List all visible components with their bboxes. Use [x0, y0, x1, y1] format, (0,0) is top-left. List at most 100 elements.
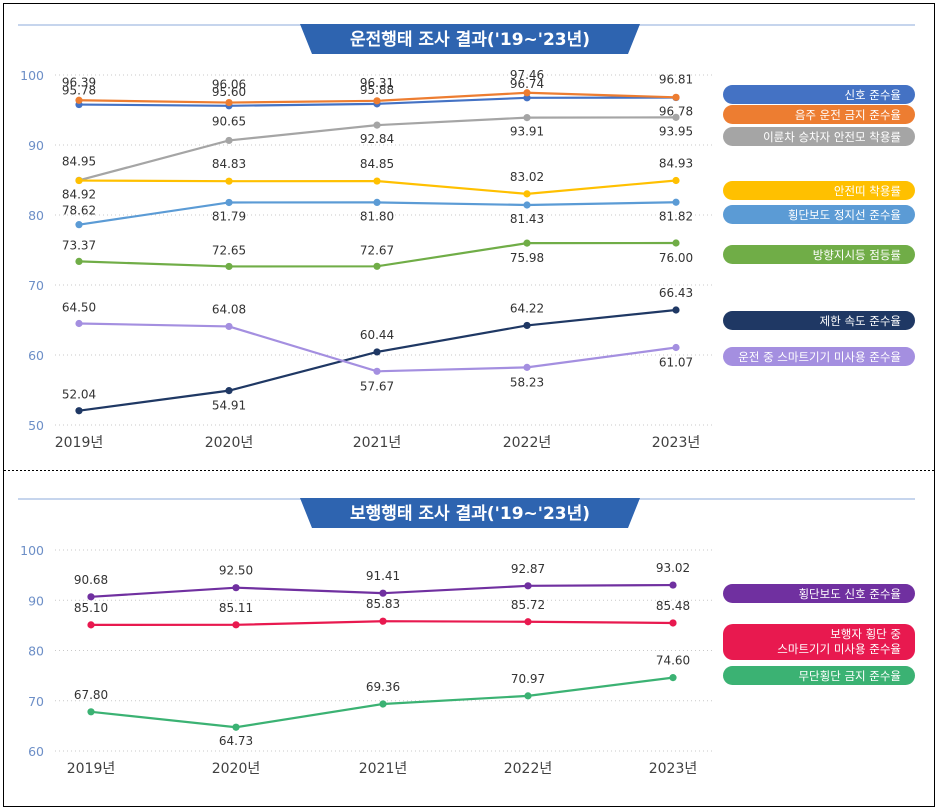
data-point [672, 198, 680, 206]
x-tick-label: 2022년 [503, 435, 552, 451]
series-7: 52.04 54.91 60.44 64.22 66.43 [62, 286, 693, 415]
data-label: 64.08 [212, 302, 246, 316]
x-tick-label: 2022년 [504, 761, 553, 777]
data-label: 84.95 [62, 154, 96, 168]
data-label: 61.07 [659, 356, 693, 370]
data-label: 70.97 [511, 672, 545, 686]
series-8: 64.50 64.08 57.67 58.23 61.07 [62, 301, 693, 394]
data-label: 84.92 [62, 188, 96, 202]
y-tick-label: 80 [28, 208, 44, 223]
x-tick-label: 2019년 [55, 435, 104, 451]
series-6: 73.37 72.65 72.67 75.98 76.00 [62, 238, 693, 271]
legend-label: 횡단보도 정지선 준수율 [787, 207, 901, 222]
legend-label: 횡단보도 신호 준수율 [798, 586, 901, 601]
data-point [232, 584, 240, 592]
data-point [87, 593, 95, 601]
data-point [524, 618, 532, 626]
data-label: 96.74 [510, 77, 544, 91]
data-label: 72.65 [212, 243, 246, 257]
legend-label: 안전띠 착용률 [833, 183, 901, 198]
y-tick-label: 50 [28, 418, 44, 433]
legend-entry: 횡단보도 신호 준수율 [723, 584, 915, 603]
data-point [75, 407, 83, 415]
legend-label: 이륜차 승차자 안전모 착용률 [763, 129, 901, 144]
y-tick-label: 60 [28, 744, 44, 759]
data-point [373, 262, 381, 270]
data-label: 67.80 [74, 688, 108, 702]
title-banner [300, 498, 640, 528]
legend-label-line: 스마트기기 미사용 준수율 [777, 642, 901, 656]
data-label: 93.91 [510, 125, 544, 139]
data-label: 93.02 [656, 561, 690, 575]
data-label: 83.02 [510, 170, 544, 184]
legend-entry: 보행자 횡단 중 스마트기기 미사용 준수율 [723, 624, 915, 660]
legend-entry: 신호 준수율 [723, 85, 915, 104]
data-point [523, 190, 531, 198]
legend-entry: 운전 중 스마트기기 미사용 준수율 [723, 347, 915, 366]
data-label: 81.79 [212, 209, 246, 223]
data-label: 92.87 [511, 562, 545, 576]
series-3: 67.80 64.73 69.36 70.97 74.60 [74, 654, 690, 749]
data-label: 54.91 [212, 399, 246, 413]
data-label: 76.00 [659, 251, 693, 265]
legend-entry: 음주 운전 금지 준수율 [723, 105, 915, 124]
x-tick-label: 2020년 [205, 435, 254, 451]
series-2: 96.39 96.06 96.31 97.46 96.81 [62, 68, 693, 107]
data-label: 96.31 [360, 76, 394, 90]
x-tick-label: 2021년 [359, 761, 408, 777]
data-point [523, 201, 531, 209]
figure-frame [3, 3, 935, 807]
data-point [523, 363, 531, 371]
series-4: 84.92 84.83 84.85 83.02 84.93 [62, 156, 693, 201]
x-tick-label: 2020년 [212, 761, 261, 777]
y-tick-label: 70 [28, 694, 44, 709]
data-point [373, 121, 381, 129]
legend-entry: 제한 속도 준수율 [723, 311, 915, 330]
data-point [523, 94, 531, 102]
legend-label: 무단횡단 금지 준수율 [798, 668, 901, 683]
data-label: 75.98 [510, 251, 544, 265]
data-point [87, 708, 95, 716]
legend-entry: 횡단보도 정지선 준수율 [723, 205, 915, 224]
data-point [669, 674, 677, 682]
data-label: 95.88 [360, 83, 394, 97]
data-point [225, 98, 233, 107]
data-label: 60.44 [360, 328, 394, 342]
data-point [672, 176, 680, 185]
data-point [669, 581, 677, 589]
data-label: 96.81 [659, 72, 693, 86]
data-point [373, 367, 381, 375]
data-label: 72.67 [360, 243, 394, 257]
data-label: 66.43 [659, 286, 693, 300]
series-3: 84.95 90.65 92.84 93.91 93.95 [62, 113, 693, 184]
data-point [75, 96, 83, 104]
data-point [87, 621, 95, 629]
x-tick-label: 2021년 [353, 435, 402, 451]
data-label: 81.82 [659, 209, 693, 223]
data-label: 95.78 [62, 84, 96, 98]
y-tick-label: 100 [20, 543, 44, 558]
y-tick-label: 100 [20, 68, 44, 83]
data-point [672, 239, 680, 247]
data-label: 81.80 [360, 209, 394, 223]
data-label: 57.67 [360, 379, 394, 393]
legend-label: 음주 운전 금지 준수율 [794, 107, 901, 122]
y-tick-label: 60 [28, 348, 44, 363]
legend-entry: 안전띠 착용률 [723, 181, 915, 200]
data-label: 85.72 [511, 598, 545, 612]
data-point [225, 198, 233, 207]
data-point [672, 306, 680, 314]
x-tick-label: 2023년 [652, 435, 701, 451]
legend-label: 운전 중 스마트기기 미사용 준수율 [738, 349, 901, 364]
series-5: 78.62 81.79 81.80 81.43 81.82 [62, 198, 693, 229]
data-point [225, 136, 233, 145]
data-point [672, 93, 680, 101]
chart-title: 보행행태 조사 결과('19~'23년) [350, 504, 590, 524]
data-point [523, 321, 531, 330]
data-label: 74.60 [656, 654, 690, 668]
data-point [523, 239, 531, 247]
data-point [672, 113, 680, 121]
y-tick-label: 90 [28, 138, 44, 153]
data-label: 73.37 [62, 238, 96, 252]
